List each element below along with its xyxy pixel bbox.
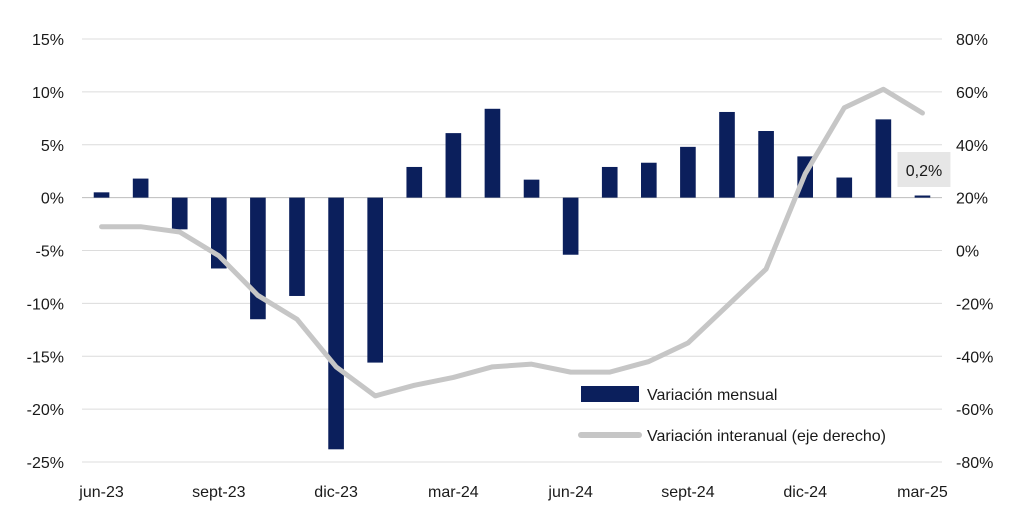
bar-mark: [680, 146, 696, 198]
annotation-layer: 0,2%: [897, 152, 951, 187]
bar-mark: [289, 197, 305, 296]
x-tick-label: dic-23: [314, 484, 358, 501]
y-left-tick-label: 0%: [41, 191, 64, 208]
y-left-tick-label: 15%: [32, 32, 64, 49]
x-tick-label: jun-23: [78, 484, 124, 501]
x-tick-label: sept-24: [661, 484, 714, 501]
x-tick-label: jun-24: [547, 484, 593, 501]
bar-layer: [93, 108, 931, 450]
y-right-tick-label: 60%: [956, 85, 988, 102]
y-left-tick-label: 10%: [32, 85, 64, 102]
y-left-tick-label: -5%: [36, 244, 64, 261]
bar-mark: [601, 166, 618, 198]
bar-mark: [367, 197, 383, 363]
bar-mark: [914, 195, 931, 198]
bar-mark: [641, 162, 657, 198]
bar-mark: [758, 131, 774, 198]
line-series-interanual: [99, 86, 925, 399]
bar-mark: [523, 179, 540, 198]
y-left-tick-label: 5%: [41, 138, 64, 155]
y-left-tick-label: -20%: [27, 402, 64, 419]
bar-mark: [93, 192, 110, 198]
bar-mark: [836, 177, 853, 198]
annotation-label: 0,2%: [906, 163, 942, 180]
y-right-tick-label: 20%: [956, 191, 988, 208]
annotation-box: [897, 152, 951, 187]
bar-mark: [719, 111, 735, 198]
bar-mark: [562, 197, 579, 255]
y-right-tick-label: 80%: [956, 32, 988, 49]
y-left-tick-label: -10%: [27, 296, 64, 313]
y-left-tick-label: -25%: [27, 455, 64, 472]
y-right-tick-label: -80%: [956, 455, 993, 472]
x-tick-label: dic-24: [783, 484, 827, 501]
y-right-tick-label: -60%: [956, 402, 993, 419]
x-tick-label: mar-25: [897, 484, 948, 501]
bar-mark: [484, 108, 501, 198]
y-left-tick-label: -15%: [27, 349, 64, 366]
legend-label-line: Variación interanual (eje derecho): [647, 428, 886, 445]
bar-mark: [328, 197, 344, 450]
y-right-tick-label: -20%: [956, 296, 993, 313]
bar-mark: [171, 197, 188, 230]
legend-swatch-bar: [581, 386, 639, 402]
legend: Variación mensual Variación interanual (…: [578, 386, 886, 445]
axis-layer: 15% 10% 5% 0% -5% -10% -15% -20% -25% 80% 60% 40% 20…: [27, 32, 994, 501]
bar-mark: [445, 133, 462, 198]
x-tick-label: mar-24: [428, 484, 479, 501]
bar-mark: [132, 178, 149, 198]
y-right-tick-label: -40%: [956, 349, 993, 366]
bar-mark: [875, 119, 892, 198]
y-right-tick-label: 0%: [956, 244, 979, 261]
legend-label-bar: Variación mensual: [647, 387, 777, 404]
line-layer: [99, 86, 925, 399]
y-right-tick-label: 40%: [956, 138, 988, 155]
bar-mark: [406, 166, 423, 198]
x-tick-label: sept-23: [192, 484, 245, 501]
